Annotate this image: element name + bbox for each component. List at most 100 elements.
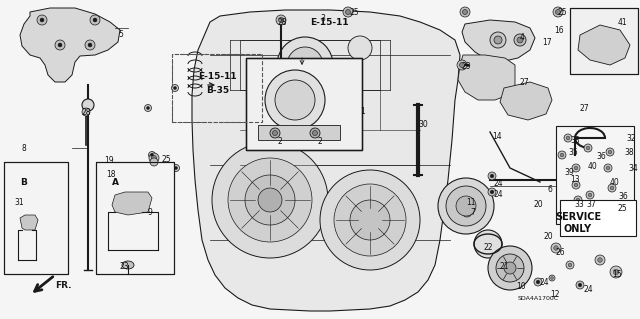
Text: 28: 28 [82,108,92,117]
Circle shape [145,105,152,112]
Text: 38: 38 [570,136,580,145]
Circle shape [536,280,540,284]
Circle shape [438,178,494,234]
Circle shape [150,158,158,166]
Circle shape [457,202,477,222]
Circle shape [173,165,179,172]
Circle shape [517,37,523,43]
Text: 27: 27 [580,104,589,113]
Circle shape [550,277,554,279]
Text: 41: 41 [618,18,628,27]
Circle shape [40,18,44,22]
Polygon shape [112,192,152,215]
Text: 20: 20 [534,200,543,209]
Text: 19: 19 [104,156,114,165]
Bar [246,58,362,150]
Text: 40: 40 [588,162,598,171]
Text: 12: 12 [550,290,559,299]
Circle shape [488,172,496,180]
Circle shape [564,134,572,142]
Circle shape [148,152,156,159]
Text: 17: 17 [542,38,552,47]
Circle shape [588,193,592,197]
Circle shape [265,70,325,130]
Circle shape [58,43,62,47]
Text: 38: 38 [624,148,634,157]
Text: 40: 40 [610,178,620,187]
Circle shape [568,263,572,267]
Bar [172,54,262,122]
Circle shape [574,196,582,204]
Text: 22: 22 [483,243,493,252]
Bar [4,162,68,274]
Text: 21: 21 [499,262,509,271]
Circle shape [212,142,328,258]
Bar [96,162,174,274]
Text: 2: 2 [318,137,323,146]
Circle shape [514,34,526,46]
Text: 13: 13 [570,175,580,184]
Circle shape [173,86,177,90]
Circle shape [494,36,502,44]
Text: 4: 4 [520,33,525,42]
Circle shape [460,7,470,17]
Text: 6: 6 [548,185,553,194]
Text: 35: 35 [568,148,578,157]
Circle shape [82,99,94,111]
Circle shape [460,63,465,68]
Bar [240,40,380,90]
Polygon shape [462,20,535,62]
Circle shape [147,107,150,109]
Bar [246,58,362,150]
Text: 27: 27 [520,78,530,87]
Circle shape [490,32,506,48]
Text: E-15-11: E-15-11 [198,72,237,81]
Circle shape [463,10,467,14]
Text: 10: 10 [516,282,525,291]
Text: 34: 34 [628,164,637,173]
Ellipse shape [122,261,134,269]
Text: 24: 24 [584,285,594,294]
Text: B-35: B-35 [206,86,229,95]
Circle shape [595,255,605,265]
Polygon shape [458,55,515,100]
Circle shape [245,175,295,225]
Circle shape [490,190,494,194]
Circle shape [572,181,580,189]
Circle shape [560,153,564,157]
Circle shape [566,136,570,140]
Text: 36: 36 [596,152,605,161]
Circle shape [554,246,558,250]
Polygon shape [20,8,120,82]
Circle shape [488,246,532,290]
Circle shape [346,10,351,14]
Circle shape [549,275,555,281]
Text: 30: 30 [418,120,428,129]
Circle shape [556,10,561,14]
Circle shape [149,153,159,163]
Circle shape [586,191,594,199]
Circle shape [446,186,486,226]
Circle shape [277,37,333,93]
Text: A: A [112,178,119,187]
Text: 23: 23 [120,262,130,271]
Circle shape [275,80,315,120]
Text: 7: 7 [470,208,475,217]
Circle shape [270,128,280,138]
Polygon shape [500,82,552,120]
Text: 28: 28 [278,18,287,27]
Circle shape [310,128,320,138]
Circle shape [88,43,92,47]
Circle shape [93,18,97,22]
Text: 24: 24 [494,179,504,188]
Circle shape [572,164,580,172]
Bar [172,54,262,122]
Circle shape [258,188,282,212]
Circle shape [320,170,420,270]
Text: 37: 37 [586,200,596,209]
Circle shape [606,166,610,170]
Polygon shape [20,215,38,230]
Text: 2: 2 [277,137,282,146]
Circle shape [152,155,157,160]
Circle shape [90,15,100,25]
